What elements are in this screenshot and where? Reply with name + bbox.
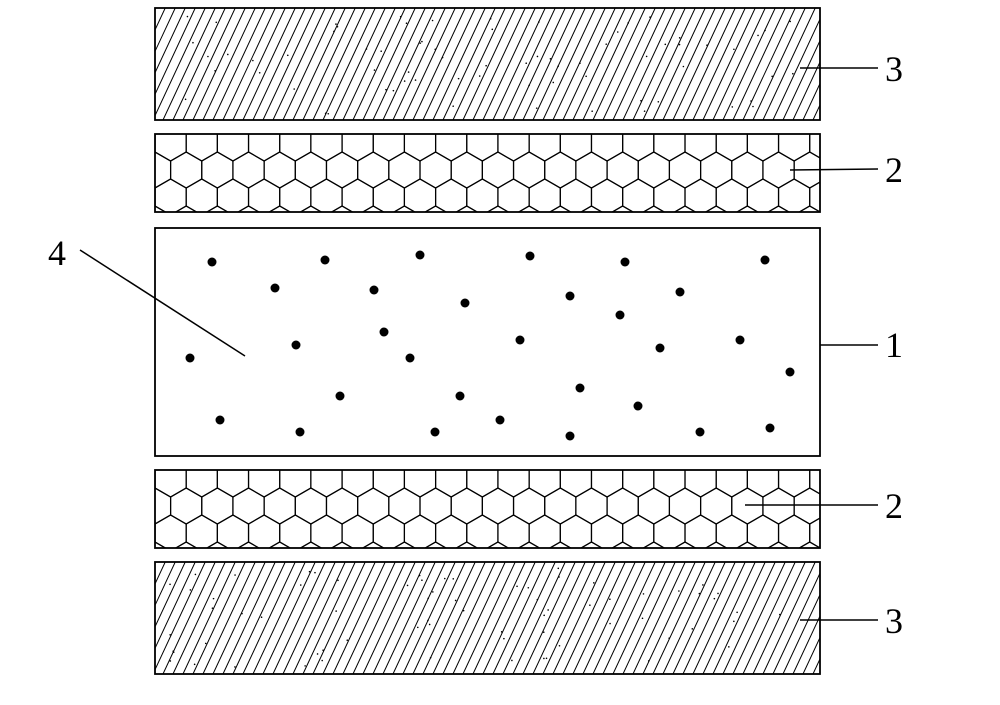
callout-label-1: 1 bbox=[885, 324, 903, 366]
figure-root: 3 2 1 2 3 4 bbox=[0, 0, 1000, 705]
cross-section-diagram bbox=[0, 0, 1000, 705]
callout-label-4: 4 bbox=[48, 232, 66, 274]
callout-label-3-bot: 3 bbox=[885, 600, 903, 642]
callout-label-3-top: 3 bbox=[885, 48, 903, 90]
callout-label-2-bot: 2 bbox=[885, 485, 903, 527]
callout-label-2-top: 2 bbox=[885, 149, 903, 191]
